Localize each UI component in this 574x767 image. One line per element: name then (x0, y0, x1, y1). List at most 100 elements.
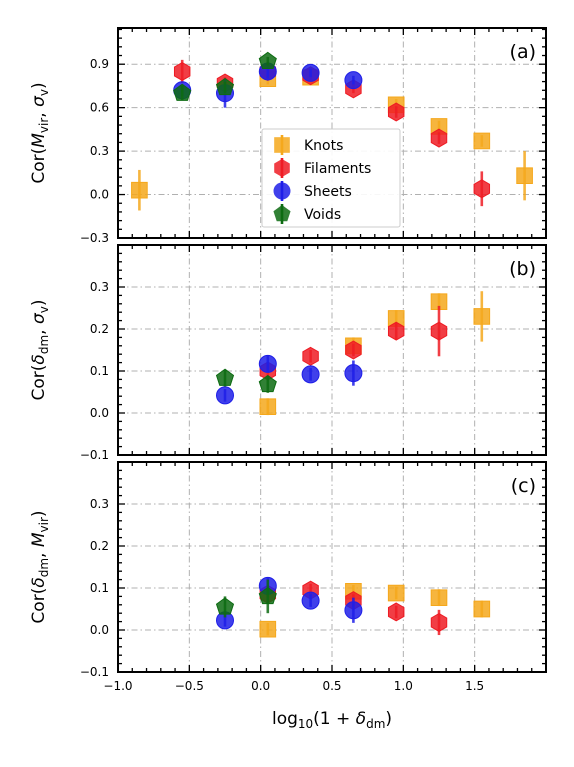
legend-label: Knots (304, 138, 343, 154)
data-points (131, 51, 533, 211)
series-voids (173, 51, 277, 101)
y-tick-label: 0.1 (90, 364, 109, 378)
marker-square (259, 620, 277, 638)
x-tick-labels: −1.0 −0.5 0.0 0.5 1.0 1.5 (103, 679, 484, 693)
marker-hexagon (430, 128, 448, 148)
series-sheets (216, 576, 363, 630)
x-tick-label: −1.0 (103, 679, 132, 693)
y-axis-label: Cor(Mvir, σv) (29, 82, 51, 183)
marker-pentagon (215, 368, 235, 386)
y-axis-label: Cor(δdm, Mvir) (29, 510, 51, 623)
marker-hexagon (387, 602, 405, 622)
marker-square (387, 584, 405, 602)
y-tick-label: 0.6 (90, 101, 109, 115)
y-tick-label: 0.0 (90, 406, 109, 420)
y-tick-label: 0.3 (90, 280, 109, 294)
axes-frame (117, 461, 547, 673)
marker-hexagon (387, 102, 405, 122)
marker-hexagon (302, 346, 319, 366)
marker-square (473, 132, 491, 150)
y-tick-label: 0.3 (90, 144, 109, 158)
y-tick-label: −0.3 (80, 231, 109, 245)
series-voids (215, 368, 277, 393)
axes-frame (117, 244, 547, 456)
legend: Knots Filaments Sheets Voids (261, 128, 401, 228)
y-tick-label: 0.9 (90, 57, 109, 71)
x-tick-label: 0.0 (251, 679, 270, 693)
legend-marker (274, 159, 290, 177)
x-tick-label: 1.0 (394, 679, 413, 693)
marker-pentagon (258, 586, 277, 605)
grid-lines (118, 245, 546, 455)
y-tick-label: 0.3 (90, 497, 109, 511)
marker-square (430, 293, 448, 311)
series-knots (131, 68, 533, 211)
series-sheets (173, 62, 363, 108)
marker-circle (301, 365, 320, 384)
series-filaments (259, 305, 448, 381)
marker-square (259, 398, 277, 416)
panel-label: (b) (509, 258, 536, 280)
y-tick-label: −0.1 (80, 448, 109, 462)
y-tick-labels: −0.3 0.0 0.3 0.6 0.9 (80, 57, 109, 245)
panel-1: −0.3 0.0 0.3 0.6 0.9 (a) Cor(Mvir, σv) Knots Fil… (29, 27, 547, 245)
marker-circle (301, 63, 320, 82)
series-knots (259, 583, 491, 638)
marker-circle (344, 601, 363, 620)
y-tick-label: 0.2 (90, 322, 109, 336)
y-tick-label: 0.1 (90, 581, 109, 595)
marker-circle (216, 386, 234, 405)
marker-circle (344, 364, 363, 383)
marker-hexagon (430, 321, 448, 341)
legend-entry-voids: Voids (273, 204, 341, 224)
marker-pentagon (258, 51, 277, 70)
panel-2: −0.1 0.0 0.1 0.2 0.3 (b) Cor(δdm, σv) (29, 244, 547, 462)
marker-pentagon (258, 374, 277, 393)
marker-pentagon (215, 597, 235, 615)
marker-circle (344, 71, 363, 90)
y-tick-labels: −0.1 0.0 0.1 0.2 0.3 (80, 497, 109, 679)
legend-entry-filaments: Filaments (274, 158, 371, 178)
axes-frame (117, 27, 547, 239)
x-tick-label: 1.5 (465, 679, 484, 693)
marker-pentagon (215, 77, 235, 96)
y-tick-label: 0.0 (90, 188, 109, 202)
marker-hexagon (173, 61, 191, 81)
legend-marker (273, 205, 291, 222)
legend-label: Voids (304, 207, 341, 223)
marker-pentagon (173, 83, 192, 101)
series-knots (259, 291, 491, 416)
y-tick-label: 0.2 (90, 539, 109, 553)
data-points (215, 291, 491, 416)
data-points (215, 576, 491, 638)
grid-lines (118, 462, 546, 672)
series-sheets (216, 354, 363, 405)
panel-label: (a) (510, 41, 536, 63)
y-axis-label: Cor(δdm, σv) (29, 300, 51, 401)
marker-circle (258, 354, 277, 373)
x-axis-label: log10(1 + δdm) (272, 709, 392, 731)
panel-label: (c) (511, 475, 536, 497)
legend-entry-sheets: Sheets (273, 181, 352, 201)
panels: −0.3 0.0 0.3 0.6 0.9 (a) Cor(Mvir, σv) Knots Fil… (29, 27, 547, 731)
marker-hexagon (473, 179, 491, 199)
legend-box (261, 128, 401, 228)
legend-label: Sheets (304, 184, 352, 200)
legend-label: Filaments (304, 161, 371, 177)
marker-circle (301, 591, 320, 610)
panel-3: −0.1 0.0 0.1 0.2 0.3 (c) Cor(δdm, Mvir) −1.0 −0.… (29, 461, 547, 731)
x-tick-label: 0.5 (322, 679, 341, 693)
y-tick-label: 0.0 (90, 623, 109, 637)
marker-square (473, 308, 491, 325)
marker-hexagon (430, 612, 448, 632)
marker-square (430, 589, 448, 606)
y-tick-label: −0.1 (80, 665, 109, 679)
marker-square (131, 181, 148, 199)
marker-hexagon (387, 321, 405, 341)
y-tick-labels: −0.1 0.0 0.1 0.2 0.3 (80, 280, 109, 462)
legend-entry-knots: Knots (274, 135, 343, 155)
legend-marker (273, 182, 291, 200)
legend-marker (274, 137, 290, 153)
marker-square (473, 600, 491, 618)
